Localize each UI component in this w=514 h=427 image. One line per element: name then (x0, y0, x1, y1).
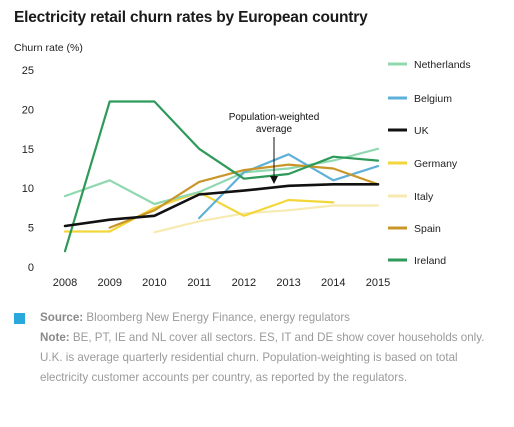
x-tick-label: 2015 (366, 277, 390, 289)
note-text: BE, PT, IE and NL cover all sectors. ES,… (40, 331, 485, 384)
x-tick-label: 2008 (53, 277, 77, 289)
footer-notes: Source: Bloomberg New Energy Finance, en… (40, 308, 505, 388)
series-line-ireland (63, 100, 380, 253)
legend-label-ireland: Ireland (414, 255, 446, 267)
legend-label-belgium: Belgium (414, 93, 452, 105)
series-line-netherlands (63, 147, 380, 206)
y-axis-label: Churn rate (%) (14, 42, 83, 54)
legend-label-italy: Italy (414, 191, 434, 203)
y-tick-label: 5 (28, 223, 34, 235)
source-label: Source: (40, 311, 84, 324)
y-tick-label: 0 (28, 262, 34, 274)
x-tick-label: 2009 (97, 277, 121, 289)
annotation: Population-weighted average (229, 112, 320, 184)
x-tick-label: 2011 (187, 277, 211, 289)
y-tick-label: 10 (22, 183, 34, 195)
annotation-arrow-head (270, 176, 278, 184)
x-tick-label: 2012 (232, 277, 256, 289)
y-tick-label: 20 (22, 104, 34, 116)
chart-title: Electricity retail churn rates by Europe… (14, 9, 368, 26)
source-text: Bloomberg New Energy Finance, energy reg… (86, 311, 350, 324)
y-tick-labels: 0 5 10 15 20 25 (22, 65, 34, 274)
series-line-uk (63, 183, 380, 228)
legend-label-germany: Germany (414, 158, 458, 170)
series-lines (63, 100, 380, 253)
series-line-germany (63, 191, 335, 233)
legend-label-spain: Spain (414, 223, 441, 235)
source-marker (14, 313, 25, 324)
x-tick-labels: 2008 2009 2010 2011 2012 2013 2014 2015 (53, 277, 390, 289)
annotation-line-2: average (256, 124, 293, 135)
y-tick-label: 15 (22, 144, 34, 156)
y-tick-label: 25 (22, 65, 34, 77)
note-label: Note: (40, 331, 70, 344)
x-tick-label: 2013 (276, 277, 300, 289)
legend-label-netherlands: Netherlands (414, 59, 471, 71)
legend-label-uk: UK (414, 125, 429, 137)
series-line-italy (153, 204, 380, 234)
annotation-line-1: Population-weighted (229, 112, 320, 123)
series-line-spain (108, 163, 380, 229)
legend: Netherlands Belgium UK Germany Italy Spain Ire… (388, 59, 471, 267)
x-tick-label: 2010 (142, 277, 166, 289)
x-tick-label: 2014 (321, 277, 345, 289)
series-line-belgium (198, 153, 380, 220)
